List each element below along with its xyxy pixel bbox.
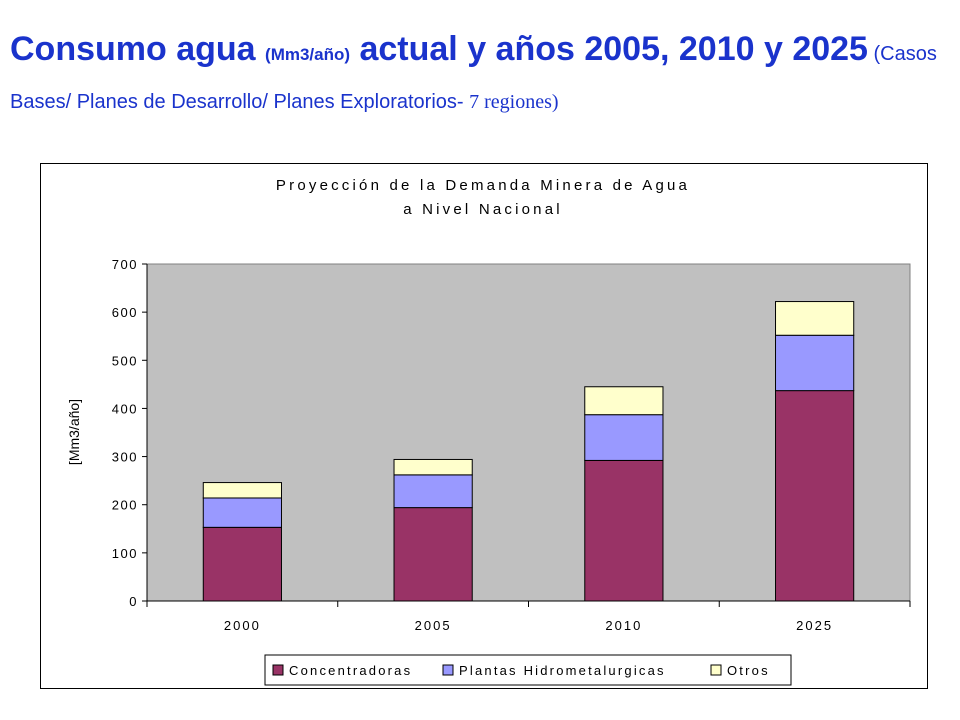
y-tick-label: 600 [112,305,138,320]
y-tick-label: 400 [112,401,138,416]
x-tick-label: 2025 [796,618,833,633]
x-tick-label: 2005 [415,618,452,633]
legend-swatch [272,664,284,676]
legend-swatch [442,664,454,676]
bar-segment [393,507,473,602]
y-tick-label: 100 [112,546,138,561]
x-tick-label: 2010 [605,618,642,633]
legend-label: Concentradoras [289,663,412,678]
bar-segment [775,301,855,336]
bar-segment [584,414,664,461]
legend-box [264,654,792,686]
y-tick-label: 300 [112,450,138,465]
title-unit: (Mm3/año) [265,45,351,64]
y-tick-label: 700 [112,257,138,272]
x-tick-label: 2000 [224,618,261,633]
chart-title-line1: Proyección de la Demanda Minera de Agua [276,177,690,194]
chart-container: Proyección de la Demanda Minera de Agua … [40,163,928,689]
y-axis-label: [Mm3/año] [66,399,82,465]
y-tick-label: 500 [112,353,138,368]
y-tick-label: 0 [129,594,138,609]
slide-title: Consumo agua (Mm3/año) actual y años 200… [10,28,950,123]
bar-segment [202,497,282,528]
title-regions: 7 regiones) [469,91,559,113]
title-part2: actual y años 2005, 2010 y 2025 [350,30,868,68]
stacked-bar-chart: Proyección de la Demanda Minera de Agua … [66,177,911,686]
bar-segment [775,390,855,602]
y-tick-label: 200 [112,498,138,513]
bar-segment [393,458,473,476]
bar-segment [584,459,664,602]
bar-segment [202,482,282,499]
bar-segment [202,526,282,602]
title-paren: (Casos Bases/ Planes de Desarrollo/ Plan… [10,43,937,113]
title-part1: Consumo agua [10,30,266,68]
bar-segment [393,474,473,509]
legend-label: Otros [727,663,770,678]
bar-segment [584,386,664,416]
bar-segment [775,334,855,392]
legend-label: Plantas Hidrometalurgicas [459,663,666,678]
legend-swatch [710,664,722,676]
chart-title-line2: a Nivel Nacional [403,201,563,218]
